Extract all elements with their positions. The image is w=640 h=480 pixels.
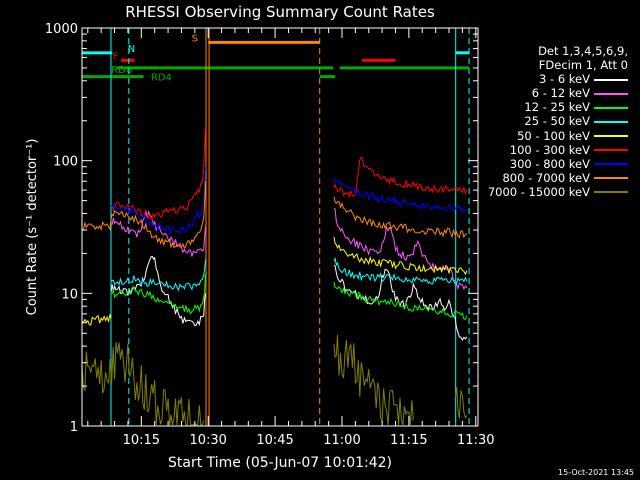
state-bars: NF RD0 RD4 S — [82, 33, 470, 84]
legend-swatch — [594, 177, 628, 180]
series-line-7000-15000-kev — [455, 386, 468, 419]
state-bar-label: RD4 — [151, 73, 172, 84]
legend-swatch — [594, 163, 628, 166]
legend-item: 3 - 6 keV — [458, 72, 628, 86]
state-bar-label: N — [128, 44, 135, 55]
x-tick-label: 10:15 — [123, 433, 160, 448]
legend-item: 12 - 25 keV — [458, 100, 628, 114]
x-tick-label: 11:00 — [323, 433, 360, 448]
y-tick-label: 10 — [61, 287, 78, 302]
legend-item-label: 3 - 6 keV — [539, 72, 590, 87]
legend-swatch — [594, 92, 628, 95]
x-tick-label: 10:30 — [189, 433, 226, 448]
legend-swatch — [594, 78, 628, 81]
footer-stamp: 15-Oct-2021 13:45 — [558, 468, 634, 477]
x-tick-label: 10:45 — [256, 433, 293, 448]
legend-item-label: 800 - 7000 keV — [502, 170, 590, 185]
series-line-25-50-kev — [110, 259, 206, 292]
legend-header-2: FDecim 1, Att 0 — [538, 58, 628, 73]
legend-item: 6 - 12 keV — [458, 86, 628, 100]
y-tick-label: 100 — [53, 155, 78, 170]
series-line-100-300-kev — [110, 126, 206, 221]
legend-item-label: 50 - 100 keV — [517, 128, 590, 143]
series-line-12-25-kev — [110, 273, 206, 315]
legend-item: 7000 - 15000 keV — [458, 185, 628, 199]
legend-items: 3 - 6 keV 6 - 12 keV 12 - 25 keV 25 - 50 ke… — [458, 72, 628, 199]
legend-swatch — [594, 120, 628, 123]
legend-item-label: 300 - 800 keV — [509, 156, 590, 171]
series-line-300-800-kev — [110, 166, 206, 236]
series-line-25-50-kev — [333, 256, 468, 286]
legend-item: 50 - 100 keV — [458, 129, 628, 143]
state-bar-label: F — [113, 51, 119, 62]
y-tick-label: 1000 — [45, 22, 78, 37]
series-line-6-12-kev — [110, 210, 206, 257]
legend-swatch — [594, 135, 628, 138]
series-line-3-6-kev — [110, 255, 206, 327]
legend-item: 800 - 7000 keV — [458, 171, 628, 185]
series-line-7000-15000-kev — [81, 342, 205, 426]
series-line-100-300-kev — [333, 156, 468, 199]
legend-item-label: 100 - 300 keV — [509, 142, 590, 157]
legend-item-label: 12 - 25 keV — [524, 100, 590, 115]
x-tick-label: 11:30 — [457, 433, 494, 448]
x-tick-label: 11:15 — [390, 433, 427, 448]
legend-item-label: 7000 - 15000 keV — [487, 184, 590, 199]
series-line-7000-15000-kev — [333, 334, 414, 426]
series-line-50-100-kev — [81, 314, 112, 326]
axes: 1 10 100 1000 10:15 10:30 10:45 11:00 11:15 11:30 — [45, 22, 495, 448]
event-lines — [110, 28, 470, 426]
legend: Det 1,3,4,5,6,9, FDecim 1, Att 0 3 - 6 k… — [458, 44, 628, 199]
state-bar-label: S — [192, 33, 198, 44]
legend-item: 300 - 800 keV — [458, 157, 628, 171]
series-line-800-7000-kev — [333, 196, 467, 239]
legend-item: 25 - 50 keV — [458, 114, 628, 128]
state-bar-label: RD0 — [111, 65, 132, 76]
series-line-800-7000-kev — [81, 181, 206, 250]
series-group — [81, 126, 468, 426]
legend-swatch — [594, 191, 628, 194]
legend-item-label: 25 - 50 keV — [524, 114, 590, 129]
legend-item-label: 6 - 12 keV — [531, 86, 590, 101]
legend-swatch — [594, 106, 628, 109]
series-line-300-800-kev — [333, 177, 468, 214]
legend-item: 100 - 300 keV — [458, 143, 628, 157]
y-axis-label: Count Rate (s⁻¹ detector⁻¹) — [25, 139, 40, 316]
y-tick-label: 1 — [70, 420, 78, 435]
legend-swatch — [594, 149, 628, 152]
plot-frame — [81, 27, 479, 427]
x-axis-label: Start Time (05-Jun-07 10:01:42) — [168, 455, 392, 471]
chart-title: RHESSI Observing Summary Count Rates — [125, 3, 435, 21]
legend-header-1: Det 1,3,4,5,6,9, — [538, 44, 628, 58]
series-line-12-25-kev — [333, 281, 468, 320]
series-line-50-100-kev — [333, 236, 468, 276]
